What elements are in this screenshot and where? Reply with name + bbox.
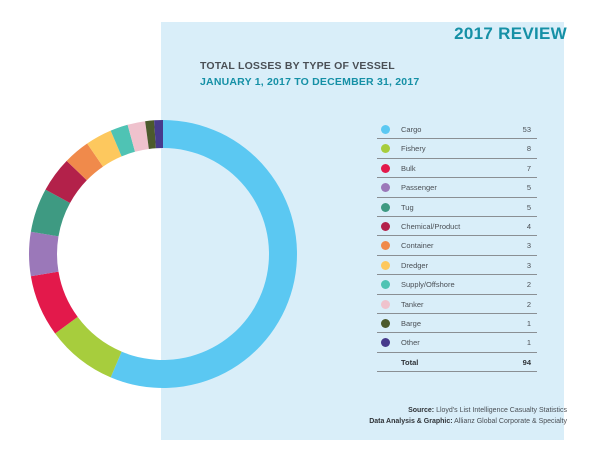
legend-value: 53 <box>522 125 531 134</box>
legend-item: Fishery 8 <box>377 139 537 159</box>
chart-title: TOTAL LOSSES BY TYPE OF VESSEL <box>200 60 395 72</box>
slice-supply-offshore <box>110 124 135 157</box>
legend-item: Container 3 <box>377 236 537 256</box>
legend-swatch <box>381 221 390 231</box>
slice-tanker <box>127 121 149 152</box>
legend-swatch <box>381 280 390 290</box>
legend-swatch <box>381 338 390 348</box>
slice-bulk <box>30 271 78 334</box>
legend-value: 1 <box>526 338 531 348</box>
legend-swatch <box>381 163 390 173</box>
legend-label: Supply/Offshore <box>401 280 455 290</box>
legend-swatch <box>381 260 390 270</box>
slice-fishery <box>55 316 122 378</box>
legend-value: 5 <box>526 183 531 193</box>
total-value: 94 <box>522 357 531 367</box>
legend-swatch <box>381 125 390 134</box>
source-note: Source: Lloyd's List Intelligence Casual… <box>408 407 567 414</box>
slice-container <box>66 143 104 181</box>
legend-item: Bulk 7 <box>377 159 537 179</box>
legend-value: 2 <box>526 299 531 309</box>
slice-passenger <box>28 231 59 277</box>
legend-item: Barge 1 <box>377 314 537 334</box>
legend-value: 2 <box>526 280 531 290</box>
legend-value: 3 <box>526 260 531 270</box>
legend-label: Other <box>401 338 420 348</box>
legend-swatch <box>381 144 390 154</box>
legend-item: Tanker 2 <box>377 295 537 314</box>
source-text: Lloyd's List Intelligence Casualty Stati… <box>436 407 567 414</box>
credit-text: Allianz Global Corporate & Specialty <box>454 418 567 425</box>
legend-item: Dredger 3 <box>377 256 537 276</box>
chart-subtitle: JANUARY 1, 2017 TO DECEMBER 31, 2017 <box>200 76 420 88</box>
legend-label: Dredger <box>401 260 429 270</box>
legend-swatch <box>381 241 390 251</box>
legend-value: 5 <box>526 202 531 212</box>
legend-item: Chemical/Product 4 <box>377 217 537 237</box>
legend-value: 7 <box>526 163 531 173</box>
legend-label: Chemical/Product <box>401 221 461 231</box>
source-label: Source: <box>408 407 435 414</box>
legend-swatch <box>381 183 390 193</box>
legend-swatch <box>381 299 390 309</box>
legend-item: Tug 5 <box>377 198 537 217</box>
legend-label: Tanker <box>401 299 424 309</box>
legend-label: Tug <box>401 202 414 212</box>
credit-label: Data Analysis & Graphic: <box>369 418 453 425</box>
legend-item: Cargo 53 <box>377 120 537 140</box>
slice-dredger <box>87 130 122 167</box>
slice-tug <box>30 189 71 237</box>
total-label: Total <box>401 357 419 367</box>
slice-barge <box>145 120 156 149</box>
legend-label: Barge <box>401 318 422 328</box>
legend-swatch <box>381 318 390 328</box>
legend-label: Fishery <box>401 144 426 154</box>
legend-item: Other 1 <box>377 333 537 353</box>
credit-note: Data Analysis & Graphic: Allianz Global … <box>369 418 567 425</box>
legend-total-row: Total 94 <box>377 353 537 373</box>
legend-value: 8 <box>526 144 531 154</box>
legend-label: Bulk <box>401 163 416 173</box>
legend-value: 3 <box>526 241 531 251</box>
review-heading: 2017 REVIEW <box>454 24 567 43</box>
legend-label: Passenger <box>401 183 437 193</box>
legend-swatch <box>381 202 390 212</box>
slice-chemical-product <box>45 160 87 204</box>
legend-value: 4 <box>526 221 531 231</box>
chart-legend: Cargo 53 Fishery 8 Bulk 7 Passenger 5 Tug 5 Chemic… <box>377 120 537 373</box>
legend-item: Passenger 5 <box>377 178 537 198</box>
slice-other <box>154 120 163 149</box>
legend-value: 1 <box>526 318 531 328</box>
legend-item: Supply/Offshore 2 <box>377 275 537 295</box>
slice-cargo <box>110 120 297 388</box>
legend-label: Container <box>401 241 434 251</box>
legend-label: Cargo <box>401 125 422 134</box>
